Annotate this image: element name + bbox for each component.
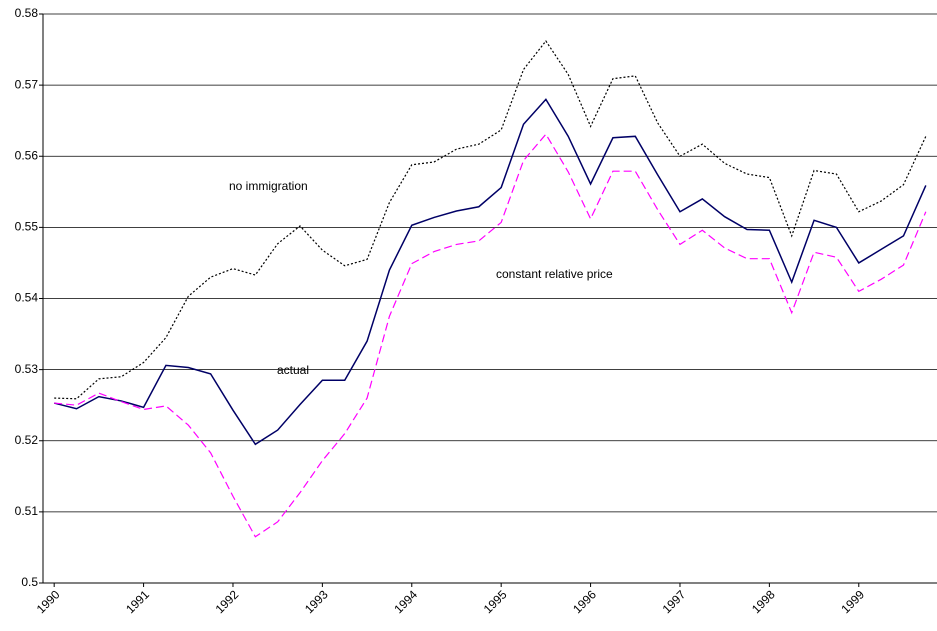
series-label: constant relative price <box>496 267 613 281</box>
series-line <box>53 98 927 446</box>
x-tick-label: 1999 <box>838 587 867 616</box>
x-tick-label: 1994 <box>391 587 420 616</box>
x-tick-label: 1995 <box>481 587 510 616</box>
y-tick-label: 0.54 <box>15 291 39 305</box>
series-line <box>54 133 927 538</box>
y-tick-label: 0.58 <box>15 6 39 20</box>
y-tick-label: 0.56 <box>15 148 39 162</box>
y-tick-label: 0.51 <box>15 504 39 518</box>
series-line <box>54 40 927 400</box>
x-tick-label: 1996 <box>570 587 599 616</box>
x-tick-label: 1991 <box>123 587 152 616</box>
y-tick-label: 0.53 <box>15 362 39 376</box>
y-tick-label: 0.5 <box>21 575 38 589</box>
y-tick-label: 0.55 <box>15 220 39 234</box>
y-tick-label: 0.52 <box>15 433 39 447</box>
x-tick-label: 1997 <box>660 587 689 616</box>
x-tick-label: 1993 <box>302 587 331 616</box>
x-tick-label: 1998 <box>749 587 778 616</box>
series-label: no immigration <box>229 179 308 193</box>
x-tick-label: 1990 <box>34 587 63 616</box>
y-tick-label: 0.57 <box>15 77 39 91</box>
series-label: actual <box>277 363 309 377</box>
x-tick-label: 1992 <box>213 587 242 616</box>
